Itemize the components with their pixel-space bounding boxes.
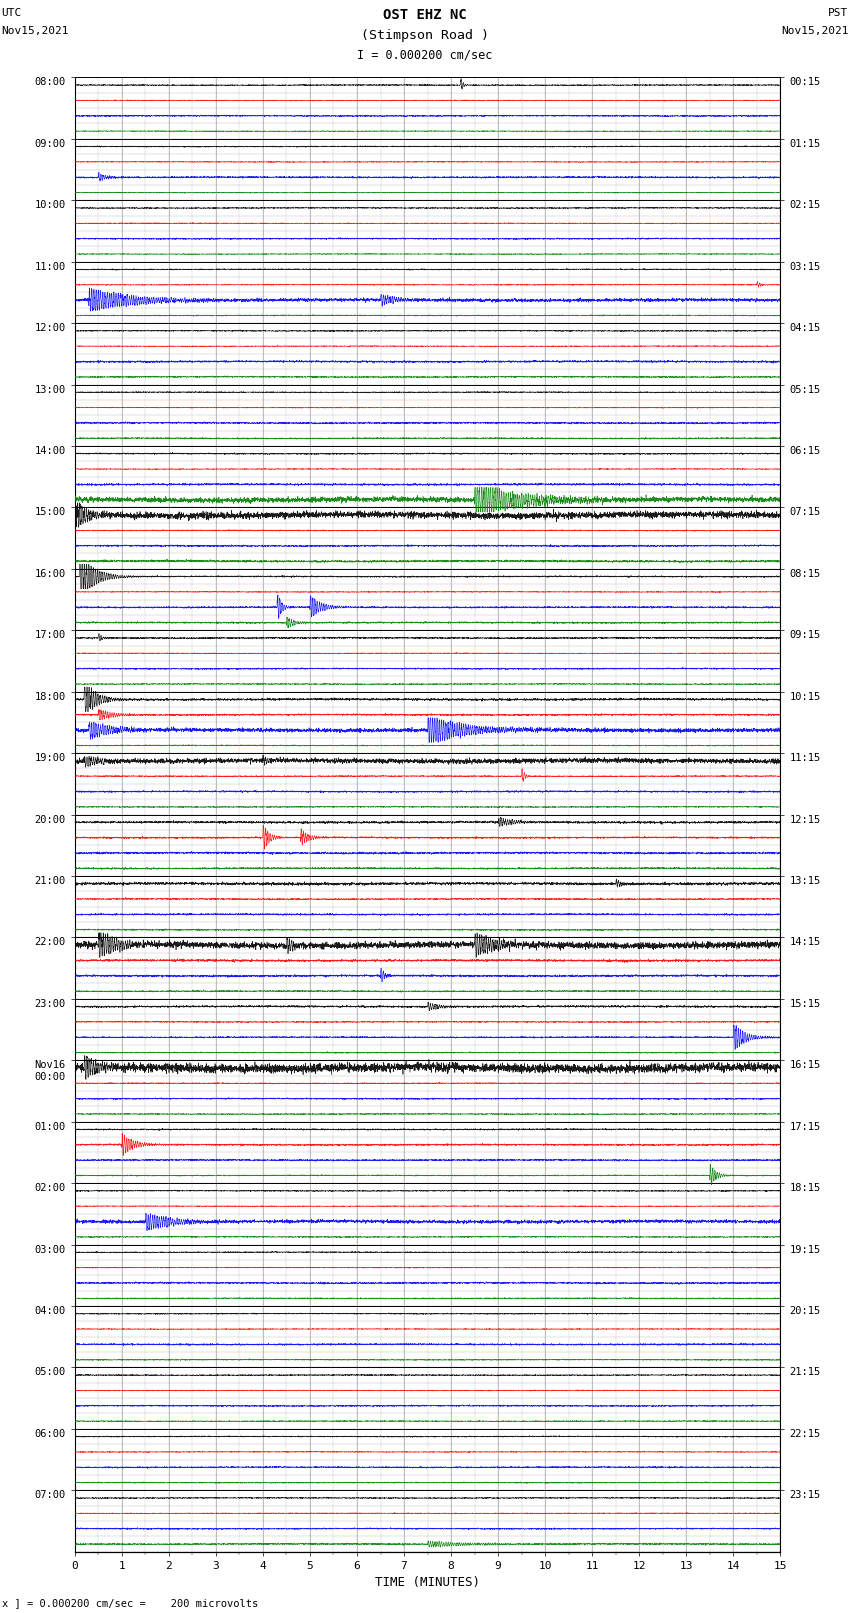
Text: Nov15,2021: Nov15,2021 (781, 26, 848, 35)
Text: x ] = 0.000200 cm/sec =    200 microvolts: x ] = 0.000200 cm/sec = 200 microvolts (2, 1598, 258, 1608)
Text: Nov15,2021: Nov15,2021 (2, 26, 69, 35)
X-axis label: TIME (MINUTES): TIME (MINUTES) (375, 1576, 480, 1589)
Text: PST: PST (828, 8, 848, 18)
Text: (Stimpson Road ): (Stimpson Road ) (361, 29, 489, 42)
Text: UTC: UTC (2, 8, 22, 18)
Text: OST EHZ NC: OST EHZ NC (383, 8, 467, 23)
Text: I = 0.000200 cm/sec: I = 0.000200 cm/sec (357, 48, 493, 61)
